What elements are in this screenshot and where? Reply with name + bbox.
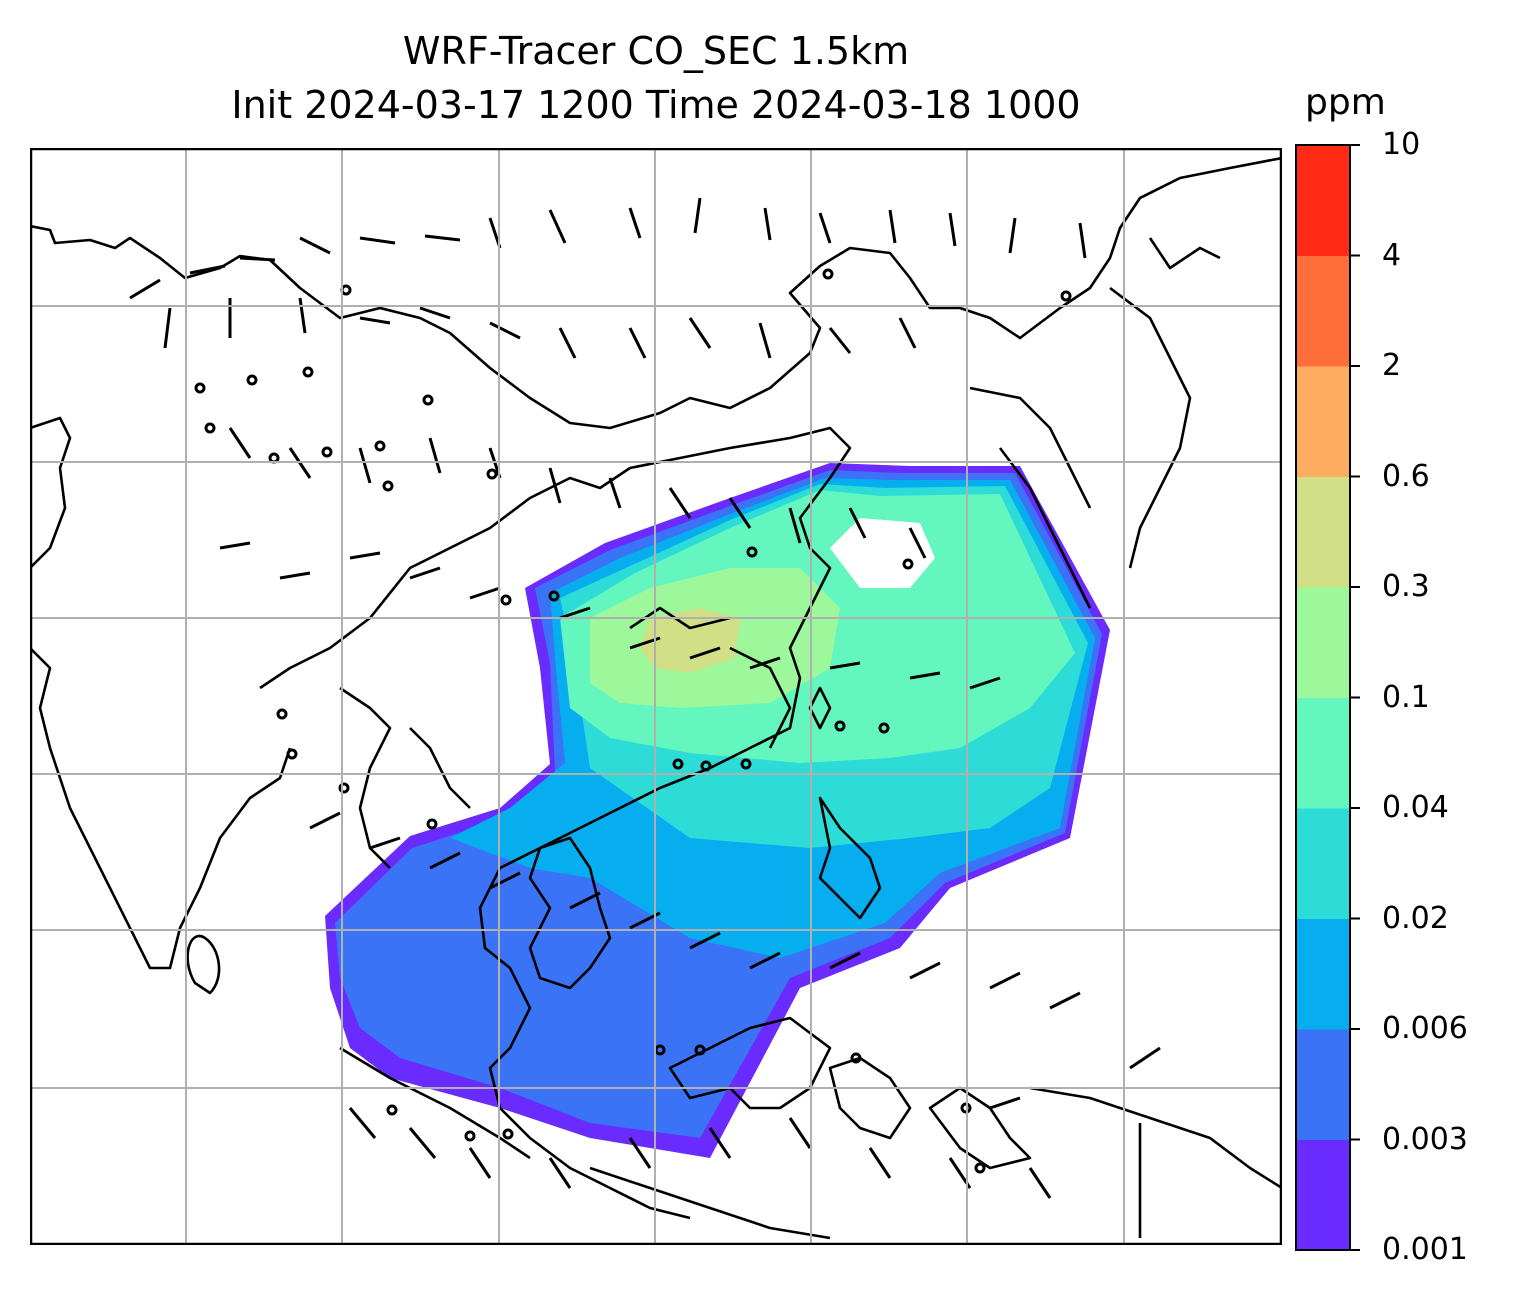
tracer-gap (830, 518, 935, 588)
colorbar-tick-label: 0.1 (1382, 679, 1430, 715)
colorbar-tick-label: 0.003 (1382, 1121, 1468, 1157)
colorbar-tick-label: 2 (1382, 348, 1402, 383)
wind-barbs (129, 197, 1161, 1199)
colorbar-band (1296, 255, 1350, 367)
colorbar-band (1296, 1139, 1350, 1251)
map-title-line1: WRF-Tracer CO_SEC 1.5km (402, 29, 910, 73)
map-frame (30, 148, 1282, 1245)
colorbar-tick-label: 0.3 (1382, 569, 1430, 604)
tracer-field (325, 463, 1110, 1158)
colorbar-band (1296, 476, 1350, 588)
colorbar-band (1296, 808, 1350, 919)
colorbar (1295, 144, 1360, 1251)
colorbar-tick-label: 4 (1382, 237, 1402, 273)
colorbar-band (1296, 1029, 1350, 1140)
colorbar-band (1296, 587, 1350, 698)
colorbar-band (1296, 145, 1350, 256)
coastlines (30, 156, 1282, 1240)
colorbar-band (1296, 918, 1350, 1030)
colorbar-tick-label: 0.6 (1382, 458, 1430, 494)
gridlines (30, 148, 1282, 1245)
calm-markers (194, 268, 1072, 1174)
colorbar-tick-label: 0.001 (1382, 1232, 1468, 1267)
colorbar-tick-label: 10 (1382, 127, 1421, 162)
colorbar-tick-label: 0.006 (1382, 1011, 1468, 1046)
colorbar-band (1296, 366, 1350, 477)
colorbar-band (1296, 697, 1350, 809)
colorbar-tick-label: 0.02 (1382, 900, 1449, 936)
colorbar-tick-label: 0.04 (1382, 790, 1449, 825)
map-title-line2: Init 2024-03-17 1200 Time 2024-03-18 100… (231, 83, 1081, 127)
map-panel (30, 148, 1282, 1245)
colorbar-unit: ppm (1305, 82, 1386, 123)
tracer-level-03 (640, 608, 740, 673)
